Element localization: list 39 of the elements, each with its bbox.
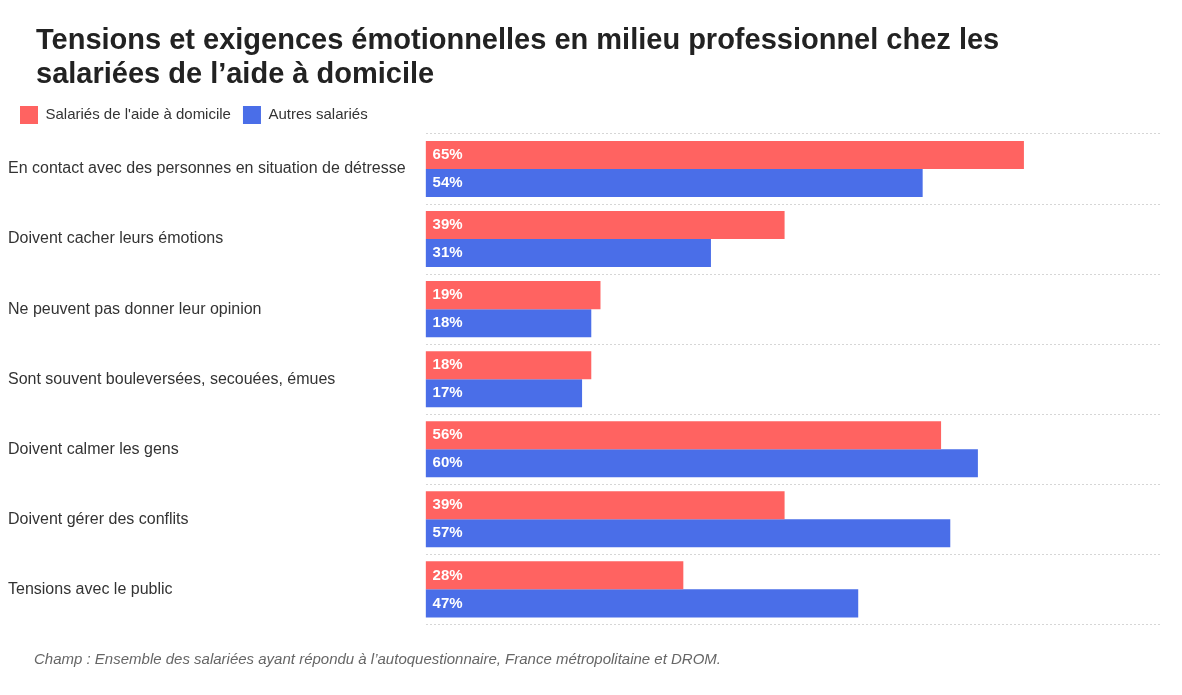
bar xyxy=(425,421,942,450)
y-tick-label: Tensions avec le public xyxy=(8,579,173,597)
data-label: 54% xyxy=(432,173,463,191)
data-label: 57% xyxy=(432,523,463,541)
y-tick-label: Doivent calmer les gens xyxy=(8,439,179,457)
bar xyxy=(425,561,684,590)
data-label: 39% xyxy=(432,495,463,513)
data-label: 65% xyxy=(432,145,463,163)
data-label: 60% xyxy=(432,453,463,471)
bar xyxy=(425,351,592,380)
data-label: 47% xyxy=(432,593,463,611)
data-label: 19% xyxy=(432,285,463,303)
legend-label: Autres salariés xyxy=(268,105,368,123)
bar xyxy=(425,239,711,268)
data-label: 28% xyxy=(432,565,463,583)
bar xyxy=(425,141,1024,170)
bar xyxy=(425,449,978,478)
data-label: 31% xyxy=(432,243,463,261)
data-label: 18% xyxy=(432,313,463,331)
bar xyxy=(425,589,859,618)
y-tick-label: En contact avec des personnes en situation de détresse xyxy=(8,159,406,177)
data-label: 56% xyxy=(432,425,463,443)
bar xyxy=(425,169,923,198)
y-tick-label: Sont souvent bouleversées, secouées, émues xyxy=(8,369,336,387)
bar xyxy=(425,519,951,548)
data-label: 39% xyxy=(432,215,463,233)
legend-label: Salariés de l'aide à domicile xyxy=(45,105,231,123)
text: Champ : Ensemble des salariées ayant répondu à l’autoquestionnaire, France métropolitaine et DROM. xyxy=(33,649,723,667)
bar xyxy=(425,379,583,408)
data-label: 17% xyxy=(432,383,463,401)
y-tick-label: Doivent cacher leurs émotions xyxy=(8,229,224,247)
bar xyxy=(425,491,785,520)
bar xyxy=(425,281,601,310)
y-tick-label: Doivent gérer des conflits xyxy=(8,509,189,527)
data-label: 18% xyxy=(432,355,463,373)
bar xyxy=(425,211,785,240)
y-tick-label: Ne peuvent pas donner leur opinion xyxy=(8,299,262,317)
chart-title: Tensions et exigences émotionnelles en milieu professionnel chez les salariées de l’aide à domicile xyxy=(35,22,1001,91)
bar xyxy=(425,309,592,338)
